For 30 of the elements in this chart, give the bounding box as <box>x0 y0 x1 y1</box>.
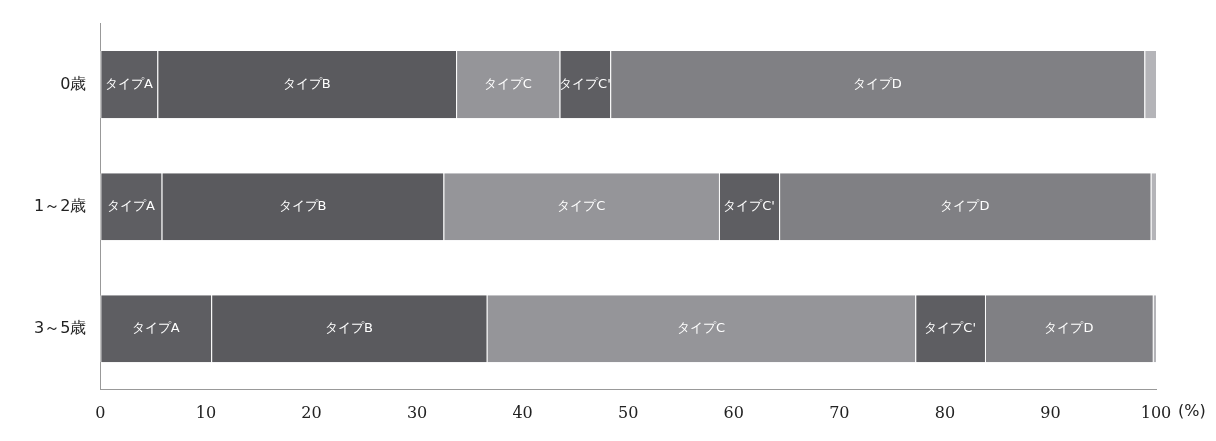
series-label: タイプA <box>104 76 153 92</box>
x-tick-label: 0 <box>95 402 106 422</box>
text: タイプD <box>852 76 902 92</box>
y-tick-label: 1～2歳 <box>34 195 87 215</box>
x-tick-label: 30 <box>406 402 428 422</box>
x-tick-label: 80 <box>934 402 956 422</box>
x-tick-label: 10 <box>195 402 217 422</box>
series-label: タイプD <box>940 198 990 214</box>
text: タイプA <box>131 320 180 336</box>
text: タイプA <box>107 198 155 214</box>
text: タイプB <box>282 76 331 92</box>
x-tick-label: 20 <box>301 402 322 422</box>
text: タイプD <box>1044 320 1094 336</box>
x-axis-title: (%) <box>1178 400 1206 420</box>
text: タイプC <box>676 320 726 336</box>
y-tick-label: 0歳 <box>60 73 87 93</box>
series-label: タイプC' <box>559 76 611 92</box>
x-tick-label: 90 <box>1040 402 1061 422</box>
x-tick-label: 50 <box>618 402 639 422</box>
series-label: タイプB <box>278 198 327 214</box>
x-tick-label: 60 <box>723 402 744 422</box>
text: タイプB <box>325 320 373 336</box>
text: タイプC' <box>723 198 775 214</box>
text: タイプC' <box>924 320 976 336</box>
x-tick-label: 100 <box>1140 402 1172 422</box>
series-label: タイプC <box>557 198 606 214</box>
x-tick-label: 70 <box>829 402 850 422</box>
y-tick-label: 3～5歳 <box>34 317 87 337</box>
x-tick-label: 40 <box>512 402 533 422</box>
text: タイプC <box>483 76 532 92</box>
